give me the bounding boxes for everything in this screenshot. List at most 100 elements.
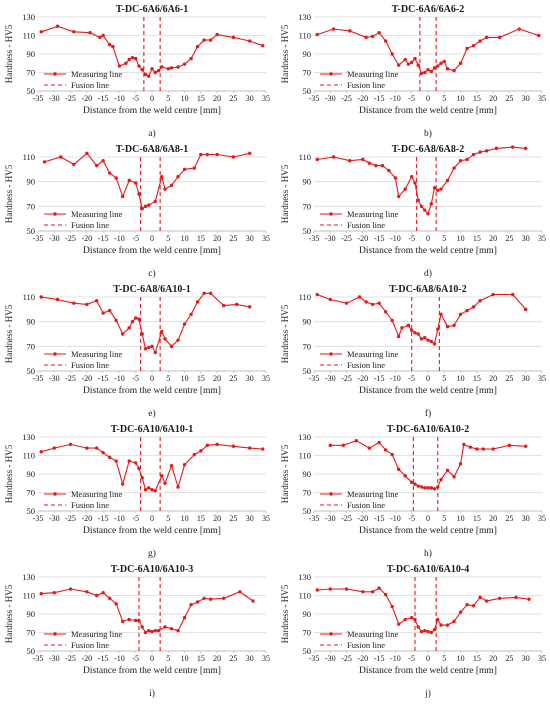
data-point [510,292,515,297]
data-point [364,300,368,304]
x-tick-label: 30 [522,514,530,523]
x-axis-label: Distance from the weld centre [mm] [83,525,221,536]
data-point [176,175,180,179]
x-tick-label: 35 [538,514,546,523]
x-tick-label: -30 [325,514,336,523]
x-tick-label: -35 [33,654,44,663]
data-point [120,332,125,336]
chart-title: T-DC-6A10/6A10-3 [111,564,193,575]
x-tick-label: -30 [325,374,336,383]
y-tick-label: 130 [22,572,35,582]
data-point [205,443,210,448]
y-tick-label: 130 [298,432,311,442]
x-axis-label: Distance from the weld centre [mm] [359,665,497,676]
x-tick-label: 10 [457,94,465,103]
x-tick-label: -30 [325,94,336,103]
data-point [471,152,476,157]
x-tick-label: -20 [82,514,93,523]
y-tick-label: 50 [27,226,36,236]
x-tick-label: 30 [246,514,254,523]
chart-panel: T-DC-6A8/6A10-2 50 70 90 110 -35 -30 -25 -20 -15-… [278,283,546,424]
x-tick-label: 0 [150,234,154,243]
data-point [143,204,148,209]
y-tick-label: 130 [22,432,35,442]
data-point [458,312,463,316]
legend-fusion-label: Fusion line [71,80,109,90]
data-point [445,468,450,472]
data-point [101,159,105,163]
data-point [436,327,440,331]
data-point [176,65,180,69]
data-point [127,57,131,62]
x-tick-label: 5 [442,374,446,383]
x-tick-label: -5 [408,514,415,523]
data-point [150,629,154,634]
x-tick-label: -10 [390,374,401,383]
data-point [383,448,388,452]
data-point [423,208,427,212]
panel-caption: c) [148,268,155,279]
x-tick-label: -5 [132,374,139,383]
x-tick-label: 30 [522,234,530,243]
data-point [160,329,164,334]
y-tick-label: 110 [299,292,311,302]
y-tick-label: 130 [298,12,311,22]
data-point [114,602,118,606]
data-point [328,587,332,591]
legend-measuring-label: Measuring line [71,489,122,499]
x-tick-label: 10 [457,514,465,523]
y-tick-label: 130 [298,572,311,582]
x-tick-label: -5 [408,654,415,663]
x-tick-label: -10 [390,94,401,103]
x-tick-label: -20 [82,234,93,243]
data-point [426,338,430,342]
x-tick-label: 20 [213,234,221,243]
data-point [248,305,252,309]
y-tick-label: 110 [299,591,311,601]
data-point [383,310,388,314]
x-tick-label: 0 [426,94,430,103]
x-tick-label: -30 [49,514,60,523]
data-point [137,618,141,623]
data-point [221,303,226,308]
x-tick-label: -5 [408,374,415,383]
x-tick-label: 20 [489,654,497,663]
x-tick-label: -15 [374,94,385,103]
data-point [140,68,144,72]
x-tick-label: 20 [213,514,221,523]
data-point [127,178,131,183]
data-point [537,33,541,38]
data-point [134,618,138,623]
x-tick-label: 10 [181,234,189,243]
x-tick-label: 35 [262,234,270,243]
x-tick-label: 20 [489,374,497,383]
x-tick-label: -5 [408,94,415,103]
y-axis-label: Hardness - HV5 [4,304,14,363]
data-point [432,487,437,491]
y-tick-label: 90 [27,49,36,59]
data-point [471,603,476,608]
y-tick-label: 50 [303,226,312,236]
x-tick-label: 15 [473,654,481,663]
data-point [163,187,167,191]
data-point [484,149,489,153]
data-point [153,199,157,204]
data-point [481,447,486,451]
data-point [436,617,440,622]
x-tick-label: -15 [374,374,385,383]
x-tick-label: 30 [246,234,254,243]
y-tick-label: 70 [27,201,36,211]
y-tick-label: 90 [27,609,36,619]
data-point [195,600,200,604]
data-point [328,297,332,302]
x-tick-label: -5 [408,234,415,243]
x-tick-label: 15 [197,94,205,103]
data-point [419,629,424,634]
x-tick-label: 5 [442,654,446,663]
data-point [189,603,193,607]
legend-measuring-label: Measuring line [347,629,398,639]
y-tick-label: 110 [23,292,35,302]
chart-title: T-DC-6A8/6A10-2 [389,284,466,295]
